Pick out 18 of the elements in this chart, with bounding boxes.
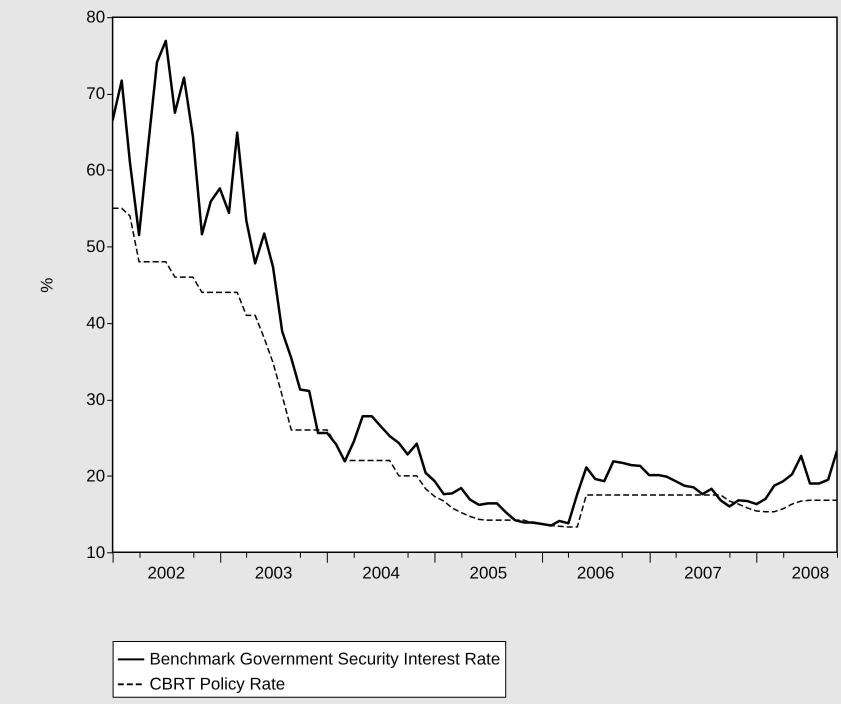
- x-tick-label: 2006: [576, 564, 614, 583]
- x-tick-label: 2004: [362, 564, 400, 583]
- legend-label: CBRT Policy Rate: [149, 674, 286, 694]
- y-tick-label: 50: [86, 237, 106, 256]
- x-tick-label: 2007: [684, 564, 722, 583]
- y-tick-label: 60: [86, 160, 106, 180]
- x-tick-label: 2008: [792, 564, 830, 583]
- y-tick-label: 40: [86, 313, 106, 332]
- y-tick-label: 80: [86, 8, 106, 27]
- y-tick-label: 30: [86, 390, 106, 409]
- y-tick-label: 20: [86, 466, 106, 486]
- legend-label: Benchmark Government Security Interest Rate: [149, 649, 500, 668]
- x-tick-label: 2002: [147, 564, 186, 583]
- y-tick-label: 70: [86, 84, 106, 104]
- x-tick-label: 2005: [470, 564, 508, 583]
- y-tick-label: 10: [86, 542, 106, 562]
- y-axis-title: %: [37, 278, 56, 293]
- x-tick-label: 2003: [254, 564, 292, 583]
